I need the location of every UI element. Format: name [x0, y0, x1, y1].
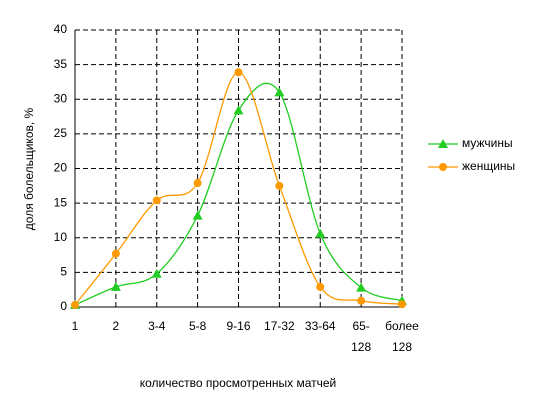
x-tick-label: 9-16 [226, 319, 250, 333]
marker [275, 181, 284, 190]
x-tick-label: более 128 [385, 319, 419, 354]
y-tick-label: 5 [60, 265, 67, 279]
marker [315, 228, 326, 238]
marker [193, 179, 202, 188]
y-tick-label: 15 [54, 195, 68, 209]
y-tick-label: 40 [54, 22, 68, 36]
legend-marker [439, 163, 447, 171]
x-tick-label: 65- 128 [351, 319, 371, 354]
marker [192, 210, 203, 220]
legend-label: мужчины [462, 136, 513, 150]
x-tick-label: 1 [72, 319, 79, 333]
x-tick-label: 5-8 [189, 319, 207, 333]
y-axis-label: доля болельщиков, % [22, 107, 36, 230]
x-tick-label-line: 128 [351, 340, 371, 354]
x-tick-label-line: 65- [352, 319, 369, 333]
marker [233, 105, 244, 115]
line [74, 82, 403, 306]
marker [274, 87, 285, 97]
marker [151, 268, 162, 278]
x-tick-label: 3-4 [148, 319, 166, 333]
legend-label: женщины [462, 159, 515, 173]
marker [111, 249, 120, 258]
marker [398, 300, 406, 309]
marker [356, 282, 367, 292]
marker [234, 68, 243, 77]
x-tick-label-line: более [385, 319, 419, 333]
legend-marker [438, 139, 448, 148]
y-tick-label: 20 [54, 161, 68, 175]
y-tick-label: 25 [54, 126, 68, 140]
x-axis-label: количество просмотренных матчей [140, 376, 337, 390]
y-tick-label: 0 [60, 299, 67, 313]
y-tick-label: 10 [54, 230, 68, 244]
x-tick-label: 17-32 [264, 319, 295, 333]
marker [357, 296, 366, 305]
x-tick-label: 33-64 [305, 319, 336, 333]
marker [152, 196, 161, 205]
y-tick-label: 35 [54, 57, 68, 71]
y-tick-label: 30 [54, 91, 68, 105]
marker [316, 282, 325, 291]
x-tick-label-line: 128 [392, 340, 412, 354]
marker [110, 281, 121, 291]
marker [71, 300, 79, 309]
x-tick-label: 2 [113, 319, 120, 333]
